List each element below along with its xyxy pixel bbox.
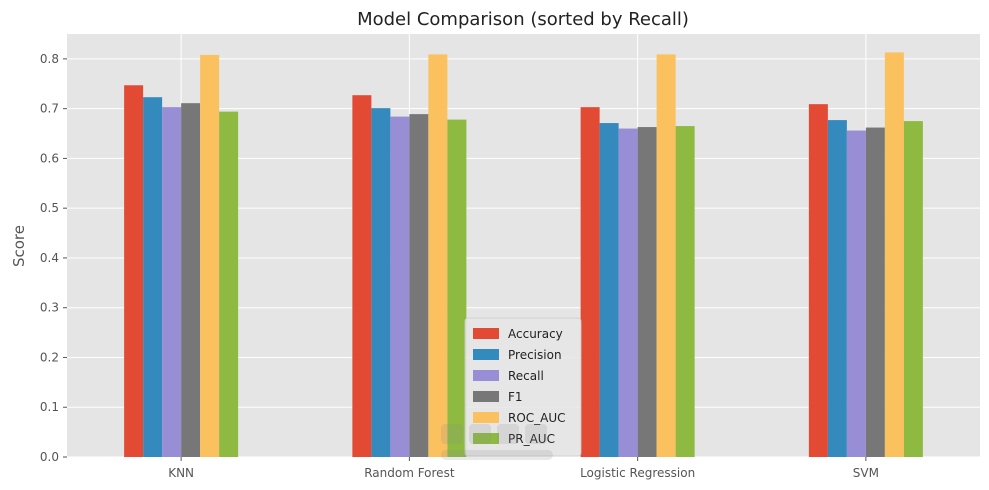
bar-roc-auc-random-forest (428, 54, 448, 457)
bar-pr-auc-svm (903, 121, 923, 458)
x-tick-label: KNN (168, 466, 194, 480)
legend-label: ROC_AUC (508, 411, 566, 425)
bar-pr-auc-logistic-regression (675, 126, 695, 458)
legend-label: Precision (508, 348, 562, 362)
bar-roc-auc-knn (200, 54, 220, 457)
chart-title: Model Comparison (sorted by Recall) (357, 9, 689, 30)
y-tick-label: 0.0 (40, 450, 59, 464)
legend-swatch (473, 328, 499, 339)
legend-swatch (473, 370, 499, 381)
bar-precision-random-forest (371, 108, 391, 457)
legend-label: Recall (508, 369, 544, 383)
bar-f1-random-forest (409, 114, 429, 457)
x-tick-label: SVM (853, 466, 879, 480)
bar-accuracy-svm (808, 104, 828, 457)
plot-area: 0.0 0.1 0.2 0.3 0.4 0.5 0.6 0.7 0.8 KNN Random For… (40, 34, 980, 480)
bar-pr-auc-knn (219, 111, 239, 458)
legend-label: Accuracy (508, 327, 563, 341)
bar-accuracy-logistic-regression (580, 107, 600, 458)
x-tick-label: Logistic Regression (580, 466, 695, 480)
bar-recall-logistic-regression (618, 128, 638, 457)
y-tick-label: 0.5 (40, 201, 59, 215)
legend-swatch (473, 349, 499, 360)
bar-accuracy-knn (124, 85, 144, 458)
y-tick-label: 0.1 (40, 400, 59, 414)
bar-f1-logistic-regression (637, 127, 657, 457)
y-tick-label: 0.8 (40, 52, 59, 66)
bar-roc-auc-svm (884, 52, 904, 458)
x-tick-label: Random Forest (364, 466, 455, 480)
bar-accuracy-random-forest (352, 95, 372, 458)
legend-label: F1 (508, 390, 523, 404)
y-tick-label: 0.7 (40, 102, 59, 116)
bar-pr-auc-random-forest (447, 119, 467, 458)
legend-label: PR_AUC (508, 432, 555, 446)
bar-precision-svm (827, 120, 847, 457)
legend-swatch (473, 433, 499, 444)
y-tick-label: 0.6 (40, 151, 59, 165)
bar-recall-svm (846, 130, 866, 458)
y-tick-label: 0.4 (40, 251, 59, 265)
bar-recall-random-forest (390, 116, 410, 458)
bar-precision-knn (143, 97, 163, 458)
legend: Accuracy Precision Recall F1 ROC_AUC PR_AUC (464, 317, 582, 457)
bar-recall-knn (162, 107, 182, 458)
y-tick-label: 0.2 (40, 350, 59, 364)
bar-f1-knn (181, 103, 201, 457)
legend-swatch (473, 412, 499, 423)
legend-swatch (473, 391, 499, 402)
bar-f1-svm (865, 127, 885, 457)
bar-precision-logistic-regression (599, 123, 619, 457)
y-tick-label: 0.3 (40, 301, 59, 315)
y-axis-label: Score (10, 225, 28, 267)
bar-roc-auc-logistic-regression (656, 54, 676, 457)
